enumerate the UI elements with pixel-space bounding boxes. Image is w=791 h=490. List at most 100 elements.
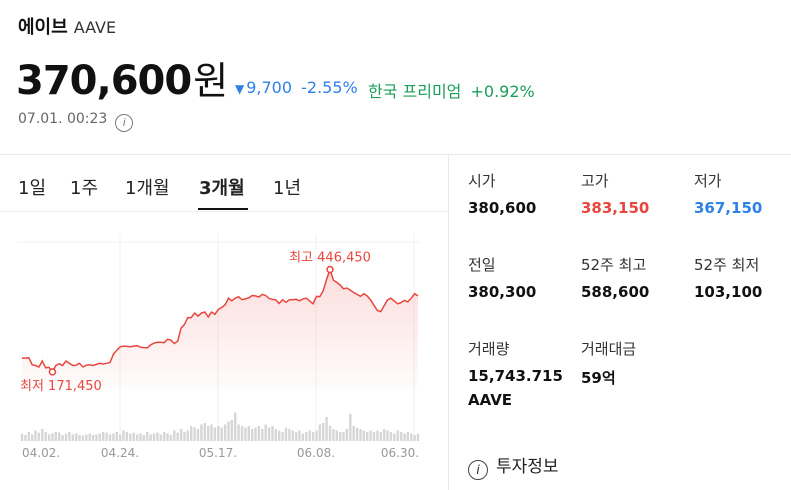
volume-bar bbox=[156, 432, 159, 441]
volume-bar bbox=[203, 423, 206, 441]
stat-high-value: 383,150 bbox=[581, 199, 650, 217]
volume-bar bbox=[278, 430, 281, 441]
down-arrow-icon: ▼ bbox=[235, 82, 245, 96]
stat-low-label: 저가 bbox=[694, 172, 722, 190]
volume-bar bbox=[220, 427, 223, 441]
volume-bar bbox=[91, 435, 95, 441]
volume-bar bbox=[51, 433, 54, 441]
volume-bar bbox=[227, 421, 230, 441]
volume-bar bbox=[210, 424, 213, 441]
high-label: 최고 446,450 bbox=[289, 251, 371, 266]
volume-bar bbox=[410, 433, 413, 441]
volume-bar bbox=[359, 429, 362, 441]
volume-bar bbox=[125, 432, 129, 441]
volume-bar bbox=[315, 430, 318, 441]
timestamp-row: 07.01. 00:23 i bbox=[18, 111, 134, 132]
volume-bar bbox=[355, 427, 359, 441]
volume-bar bbox=[34, 430, 37, 441]
stat-amount-label: 거래대금 bbox=[581, 340, 637, 358]
volume-bar bbox=[339, 432, 342, 441]
volume-bar bbox=[237, 424, 240, 441]
volume-bar bbox=[295, 432, 298, 441]
volume-bar bbox=[54, 432, 57, 441]
low-marker bbox=[48, 368, 57, 376]
volume-bar bbox=[68, 432, 71, 441]
invest-info-link[interactable]: i 투자정보 bbox=[468, 452, 559, 480]
volume-bar bbox=[88, 433, 91, 441]
tab-1d[interactable]: 1일 bbox=[18, 178, 47, 199]
volume-bar bbox=[322, 423, 325, 441]
volume-bar bbox=[389, 432, 393, 441]
low-label: 최저 171,450 bbox=[20, 379, 102, 394]
stat-prev-label: 전일 bbox=[468, 256, 496, 274]
tab-1y[interactable]: 1년 bbox=[273, 178, 302, 199]
change-amount: 9,700 bbox=[246, 78, 293, 97]
volume-bar bbox=[413, 435, 416, 441]
volume-bar bbox=[281, 432, 284, 441]
volume-bar bbox=[379, 432, 382, 441]
stat-52w-high-label: 52주 최고 bbox=[581, 256, 647, 274]
volume-bar bbox=[274, 429, 277, 441]
stat-open-label: 시가 bbox=[468, 172, 496, 190]
volume-bar bbox=[115, 432, 118, 441]
volume-bar bbox=[122, 430, 125, 441]
stat-52w-low-label: 52주 최저 bbox=[694, 256, 760, 274]
volume-bar bbox=[393, 433, 396, 441]
stat-open-value: 380,600 bbox=[468, 199, 537, 217]
volume-bar bbox=[257, 426, 261, 441]
volume-bar bbox=[159, 434, 162, 441]
volume-bar bbox=[264, 424, 267, 441]
info-icon[interactable]: i bbox=[115, 114, 134, 132]
volume-bar bbox=[240, 426, 244, 441]
x-tick-label: 04.24. bbox=[101, 446, 139, 460]
volume-bar bbox=[102, 432, 105, 441]
stat-low: 저가 367,150 bbox=[694, 170, 762, 217]
volume-bar bbox=[369, 430, 372, 441]
volume-bar bbox=[305, 432, 308, 441]
volume-bar bbox=[284, 427, 288, 441]
volume-bar bbox=[58, 432, 61, 441]
price-change: ▼ 9,700 -2.55% bbox=[235, 78, 358, 97]
volume-bar bbox=[166, 433, 169, 441]
volume-bar bbox=[366, 432, 369, 441]
volume-bar bbox=[119, 434, 122, 441]
volume-bar bbox=[41, 429, 44, 441]
high-marker bbox=[326, 265, 334, 274]
tab-1w[interactable]: 1주 bbox=[70, 178, 99, 199]
premium-value: +0.92% bbox=[470, 82, 535, 101]
volume-bar bbox=[244, 427, 247, 441]
volume-bar bbox=[64, 433, 68, 441]
tab-1m[interactable]: 1개월 bbox=[125, 178, 170, 199]
coin-name-korean: 에이브 bbox=[18, 17, 68, 38]
volume-bar bbox=[254, 427, 257, 441]
volume-bar bbox=[193, 427, 196, 441]
volume-bar bbox=[183, 432, 186, 441]
tab-3m[interactable]: 3개월 bbox=[199, 178, 245, 199]
stat-volume-label: 거래량 bbox=[468, 340, 510, 358]
stat-amount: 거래대금 59억 bbox=[581, 338, 636, 388]
stat-amount-value: 59억 bbox=[581, 369, 616, 387]
tabs-divider bbox=[0, 211, 448, 212]
stat-prev-value: 380,300 bbox=[468, 283, 537, 301]
info-icon: i bbox=[468, 460, 488, 480]
volume-bar bbox=[176, 432, 179, 441]
change-percent: -2.55% bbox=[301, 78, 358, 97]
volume-bar bbox=[78, 435, 81, 441]
volume-bar bbox=[142, 435, 145, 441]
timestamp: 07.01. 00:23 bbox=[18, 111, 108, 127]
volume-bar bbox=[399, 432, 403, 441]
volume-bar bbox=[345, 429, 349, 441]
stat-52w-high: 52주 최고 588,600 bbox=[581, 254, 649, 301]
volume-bar bbox=[261, 429, 264, 441]
volume-bar bbox=[247, 426, 250, 441]
volume-bar bbox=[416, 433, 420, 441]
volume-bar bbox=[332, 429, 335, 441]
volume-bar bbox=[207, 426, 210, 441]
stat-open: 시가 380,600 bbox=[468, 170, 536, 217]
invest-info-label: 투자정보 bbox=[496, 457, 559, 477]
price-chart[interactable]: 최고 446,450 최저 171,450 04.02. 04.24. 05.17. 0… bbox=[0, 212, 448, 462]
stat-low-value: 367,150 bbox=[694, 199, 763, 217]
volume-bar bbox=[179, 429, 183, 441]
volume-bar bbox=[27, 432, 30, 441]
volume-bar bbox=[383, 429, 386, 441]
